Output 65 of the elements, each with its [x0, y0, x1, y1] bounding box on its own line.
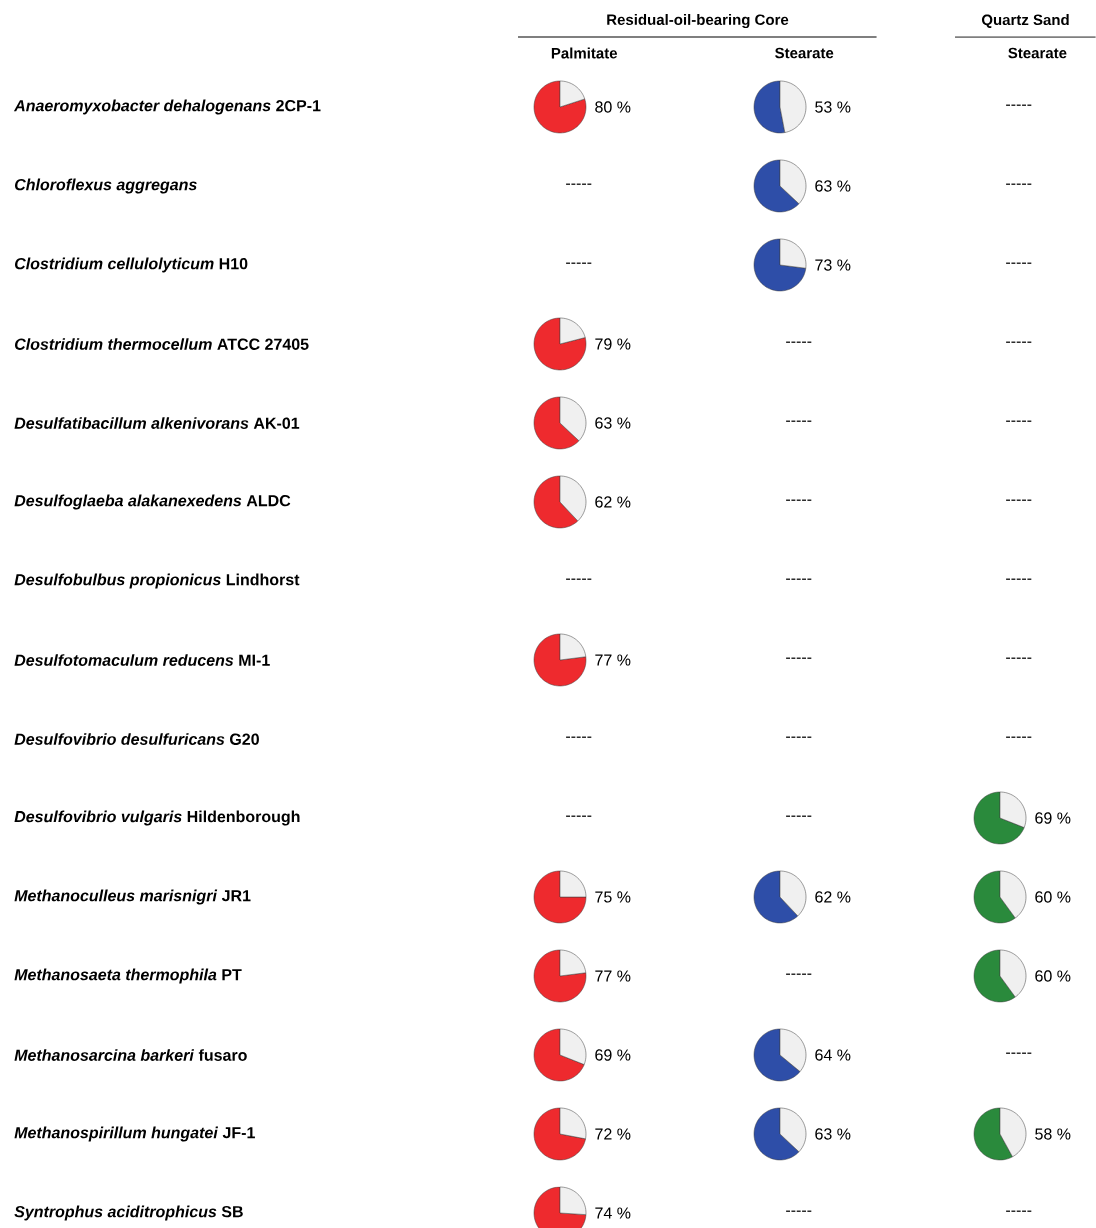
category-label: Desulfobulbus propionicus Lindhorst [14, 573, 300, 589]
category-label: Desulfotomaculum reducens MI-1 [14, 654, 270, 666]
text: Residual-oil-bearing Core [607, 13, 789, 29]
text: 63 % [815, 1128, 851, 1140]
text: ----- [1006, 104, 1032, 106]
category-label: Clostridium cellulolyticum H10 [14, 257, 248, 273]
text: ----- [1006, 183, 1032, 185]
category-label: Desulfoglaeba alakanexedens ALDC [14, 494, 291, 510]
text: 63 % [595, 417, 631, 429]
text: ----- [786, 420, 812, 422]
text: ----- [1006, 341, 1032, 343]
text: 62 % [815, 891, 851, 903]
category-label: Desulfovibrio vulgaris Hildenborough [14, 810, 300, 826]
text: 77 % [595, 654, 631, 666]
text: ----- [786, 1210, 812, 1212]
text: ----- [786, 657, 812, 659]
text: ----- [786, 578, 812, 580]
text: 64 % [815, 1049, 851, 1061]
text: 69 % [595, 1049, 631, 1061]
text: 62 % [595, 496, 631, 508]
text: 60 % [1035, 970, 1071, 982]
text: 58 % [1035, 1128, 1071, 1140]
text: ----- [566, 815, 592, 817]
text: ----- [1006, 499, 1032, 501]
text: ----- [1006, 420, 1032, 422]
text: 72 % [595, 1128, 631, 1140]
category-label: Methanospirillum hungatei JF-1 [14, 1126, 255, 1142]
category-label: Methanosarcina barkeri fusaro [14, 1049, 247, 1061]
text: ----- [1006, 1052, 1032, 1054]
category-label: Chloroflexus aggregans [14, 178, 197, 194]
text: ----- [1006, 578, 1032, 580]
text: 74 % [595, 1207, 631, 1219]
text: ----- [786, 815, 812, 817]
category-label: Stearate [1008, 47, 1067, 59]
text: 75 % [595, 891, 631, 903]
text: ----- [786, 341, 812, 343]
text: ----- [566, 183, 592, 185]
category-label: Syntrophus aciditrophicus SB [14, 1205, 243, 1221]
category-label: Desulfatibacillum alkenivorans AK-01 [14, 417, 300, 429]
text: 60 % [1035, 891, 1071, 903]
text: ----- [1006, 657, 1032, 659]
category-label: Desulfovibrio desulfuricans G20 [14, 733, 259, 745]
category-label: Methanosaeta thermophila PT [14, 968, 242, 984]
text: 79 % [595, 338, 631, 350]
category-label: Clostridium thermocellum ATCC 27405 [14, 338, 309, 350]
category-label: Anaeromyxobacter dehalogenans 2CP-1 [13, 99, 321, 115]
text: ----- [786, 499, 812, 501]
text: 69 % [1035, 812, 1071, 824]
text: 77 % [595, 970, 631, 982]
text: ----- [566, 736, 592, 738]
text: ----- [786, 973, 812, 975]
text: ----- [1006, 262, 1032, 264]
text: ----- [1006, 736, 1032, 738]
text: ----- [1006, 1210, 1032, 1212]
text: ----- [786, 736, 812, 738]
text: ----- [566, 578, 592, 580]
category-label: Methanoculleus marisnigri JR1 [14, 889, 251, 905]
text: 63 % [815, 180, 851, 192]
text: 73 % [815, 259, 851, 271]
category-label: Stearate [775, 47, 834, 59]
text: 53 % [815, 101, 851, 113]
category-label: Palmitate [551, 47, 618, 59]
text: ----- [566, 262, 592, 264]
text: 80 % [595, 101, 631, 113]
text: Quartz Sand [981, 14, 1069, 28]
